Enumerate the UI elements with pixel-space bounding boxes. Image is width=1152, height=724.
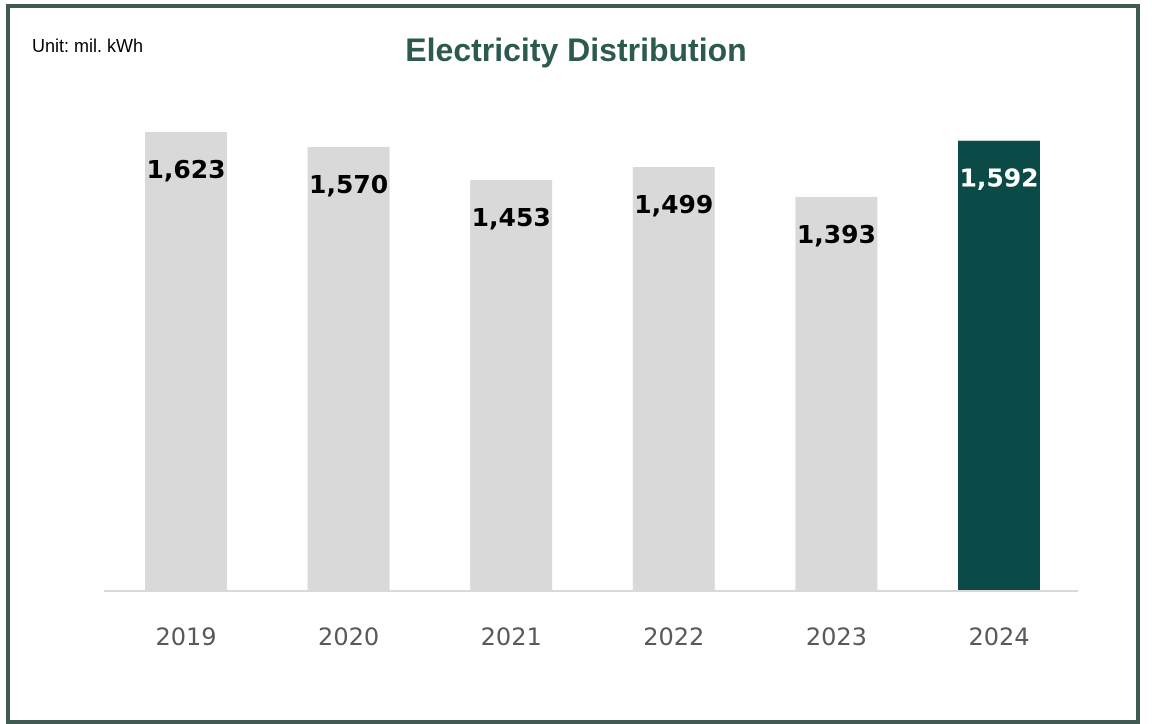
bar-2023 <box>795 196 878 591</box>
x-tick-label-2023: 2023 <box>806 623 867 651</box>
x-tick-labels-group: 2019 2020 2021 2022 2023 2024 <box>155 623 1029 651</box>
chart-title: Electricity Distribution <box>405 32 747 68</box>
bar-2020 <box>307 146 390 591</box>
unit-label: Unit: mil. kWh <box>32 36 144 56</box>
x-tick-label-2021: 2021 <box>481 623 542 651</box>
value-label-2024: 1,592 <box>959 164 1038 193</box>
bar-2024 <box>958 140 1040 591</box>
value-label-2022: 1,499 <box>634 190 713 219</box>
x-tick-label-2020: 2020 <box>318 623 379 651</box>
value-label-2019: 1,623 <box>146 155 225 184</box>
x-tick-label-2022: 2022 <box>643 623 704 651</box>
value-label-2023: 1,393 <box>797 220 876 249</box>
value-label-2020: 1,570 <box>309 170 388 199</box>
bar-2021 <box>470 179 553 590</box>
value-labels-group: 1,623 1,570 1,453 1,499 1,393 1,592 <box>146 155 1038 249</box>
value-label-2021: 1,453 <box>472 203 551 232</box>
bar-2022 <box>632 166 715 590</box>
x-tick-label-2019: 2019 <box>155 623 216 651</box>
bars-group <box>145 132 1040 591</box>
bar-2019 <box>145 132 227 590</box>
x-tick-label-2024: 2024 <box>968 623 1029 651</box>
